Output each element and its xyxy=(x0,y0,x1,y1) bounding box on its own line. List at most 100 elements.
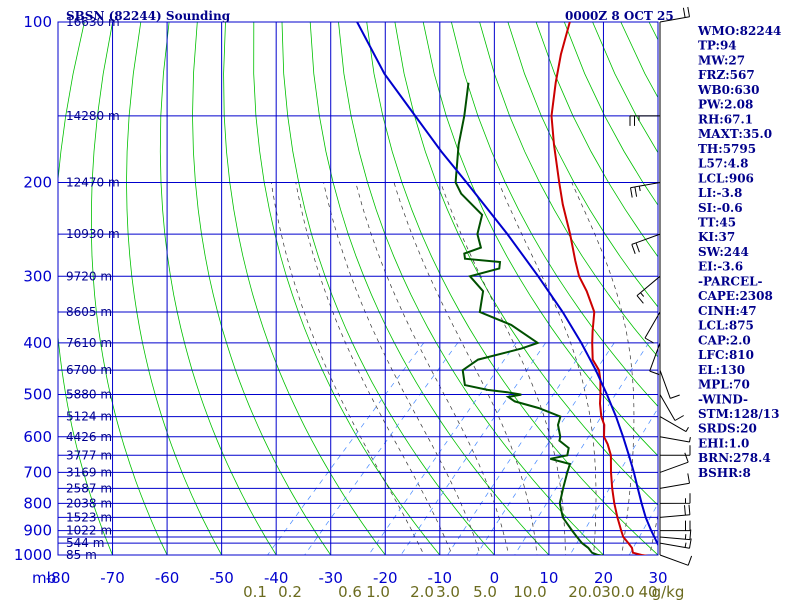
index-line: CAP:2.0 xyxy=(698,333,751,347)
station-title: SBSN (82244) Sounding xyxy=(66,9,231,23)
wind-barb xyxy=(631,233,661,254)
index-line: LCL:906 xyxy=(698,171,754,185)
dry-adiabat xyxy=(309,22,550,555)
index-line: LCL:875 xyxy=(698,319,754,333)
moist-adiabat xyxy=(393,182,538,555)
index-line: TH:5795 xyxy=(698,142,756,156)
mixing-ratio-tick: 0.2 xyxy=(278,583,302,600)
pressure-tick: 900 xyxy=(23,522,52,540)
dry-adiabat xyxy=(479,22,658,358)
height-label: 2587 m xyxy=(66,481,112,495)
mixing-ratio-tick: 2.0 xyxy=(410,583,434,600)
mixing-ratio-tick: 0.1 xyxy=(243,583,267,600)
moist-adiabat xyxy=(323,182,481,555)
index-line: EHI:1.0 xyxy=(698,436,749,450)
wind-barb xyxy=(659,436,691,443)
index-line: SI:-0.6 xyxy=(698,201,743,215)
index-line: WMO:82244 xyxy=(697,24,781,38)
dry-adiabat xyxy=(394,22,658,506)
wind-barb xyxy=(659,369,680,399)
pressure-tick: 300 xyxy=(23,267,52,285)
wind-barb xyxy=(659,6,690,23)
moist-adiabat xyxy=(270,182,425,555)
dry-adiabat xyxy=(58,553,59,555)
index-line: EI:-3.6 xyxy=(698,260,743,274)
dry-adiabat xyxy=(790,22,800,566)
wind-barb xyxy=(659,452,689,473)
height-label: 1523 m xyxy=(66,510,112,524)
temperature-tick: -20 xyxy=(373,569,398,587)
sounding-time: 0000Z 8 OCT 25 xyxy=(565,9,674,23)
wind-barb xyxy=(630,181,661,198)
pressure-tick: 200 xyxy=(23,173,52,191)
temperature-tick: -60 xyxy=(155,569,180,587)
wind-barb xyxy=(659,504,691,518)
dry-adiabat xyxy=(159,22,277,555)
height-label: 3169 m xyxy=(66,465,112,479)
temperature-tick: 20 xyxy=(594,569,613,587)
wind-barb xyxy=(644,311,661,344)
height-label: 8605 m xyxy=(66,305,112,319)
height-label: 7610 m xyxy=(66,336,112,350)
wind-barb xyxy=(629,115,661,126)
index-line: CINH:47 xyxy=(698,304,757,318)
height-label: 14280 m xyxy=(66,109,120,123)
pressure-tick: 1000 xyxy=(14,546,52,564)
wind-barb xyxy=(659,529,692,541)
dry-adiabat xyxy=(253,22,441,555)
moist-adiabat xyxy=(571,182,635,555)
mixing-ratio-line xyxy=(514,342,649,555)
wind-barb xyxy=(659,445,691,456)
pressure-tick: 400 xyxy=(23,334,52,352)
temperature-curve xyxy=(550,22,649,555)
mixing-ratio-tick: 3.0 xyxy=(436,583,460,600)
dry-adiabat xyxy=(223,22,386,555)
temperature-tick: -30 xyxy=(318,569,343,587)
temperature-tick: 0 xyxy=(490,569,500,587)
mixing-ratio-line xyxy=(569,407,658,555)
moist-adiabat xyxy=(649,512,658,555)
dry-adiabat xyxy=(451,22,658,407)
index-line: MAXT:35.0 xyxy=(698,127,772,141)
height-label: 12470 m xyxy=(66,175,120,189)
wind-barb xyxy=(659,473,690,489)
wind-barb xyxy=(649,342,661,375)
index-line: RH:67.1 xyxy=(698,112,753,126)
wind-barb xyxy=(659,520,691,532)
index-line: -PARCEL- xyxy=(698,274,763,288)
mixing-ratio-tick: g/kg xyxy=(652,583,685,600)
moist-adiabat xyxy=(498,182,597,555)
temperature-tick: 10 xyxy=(539,569,558,587)
dewpoint-curve xyxy=(454,82,607,555)
sounding-curves xyxy=(356,22,658,555)
height-label: 10930 m xyxy=(66,227,120,241)
index-line: KI:37 xyxy=(698,230,735,244)
pressure-tick: 100 xyxy=(23,13,52,31)
height-label: 9720 m xyxy=(66,269,112,283)
dry-adiabat xyxy=(535,22,658,258)
index-line: TP:94 xyxy=(698,39,737,53)
dry-adiabat xyxy=(338,22,605,555)
dry-adiabat xyxy=(507,22,658,308)
index-line: -WIND- xyxy=(698,392,748,406)
moist-adiabat xyxy=(355,182,510,555)
temperature-tick: 30 xyxy=(648,569,667,587)
mixing-ratio-tick: 40 xyxy=(638,583,657,600)
index-line: PW:2.08 xyxy=(698,98,753,112)
temperature-tick: -10 xyxy=(428,569,453,587)
index-line: MPL:70 xyxy=(698,378,750,392)
height-label: 1022 m xyxy=(66,524,112,538)
wind-barb xyxy=(659,538,692,549)
temperature-tick: -80 xyxy=(46,569,71,587)
height-label: 6700 m xyxy=(66,363,112,377)
temperature-tick: -70 xyxy=(100,569,125,587)
mixing-ratio-line xyxy=(304,342,458,555)
mixing-ratio-tick: 20.0 xyxy=(568,583,601,600)
pressure-tick: 600 xyxy=(23,428,52,446)
wind-barb xyxy=(636,275,661,304)
dry-adiabat xyxy=(366,22,658,555)
plot-frame xyxy=(57,21,659,556)
mixing-ratio-line xyxy=(267,342,424,555)
